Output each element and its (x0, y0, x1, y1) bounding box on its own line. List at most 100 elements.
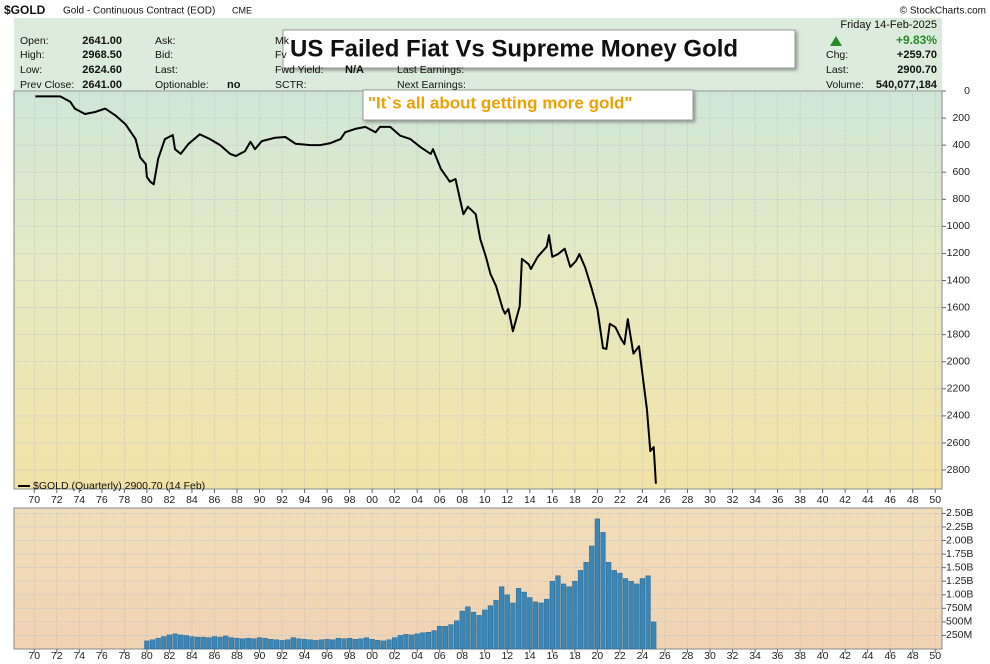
volume-bar (589, 545, 595, 650)
y-tick-label: 250M (946, 629, 972, 641)
x-tick-label: 50 (929, 494, 941, 506)
volume-bar (375, 640, 381, 650)
volume-bar (166, 634, 173, 650)
x-tick-label: 04 (411, 650, 423, 662)
volume-bar (454, 620, 460, 650)
volume-bar (183, 635, 189, 650)
x-tick-label: 28 (682, 650, 694, 662)
field-value: 540,077,184 (876, 79, 938, 91)
volume-bar (414, 633, 420, 650)
volume-bar (369, 639, 375, 650)
volume-bar (194, 636, 201, 650)
volume-bar (268, 639, 274, 650)
volume-bar (161, 636, 167, 650)
x-tick-label: 88 (231, 494, 243, 506)
volume-bar (245, 637, 251, 650)
x-tick-label: 48 (907, 494, 919, 506)
x-tick-label: 36 (772, 650, 784, 662)
x-tick-label: 76 (96, 494, 108, 506)
x-tick-label: 40 (817, 494, 829, 506)
x-tick-label: 46 (884, 494, 896, 506)
volume-bar (240, 638, 246, 650)
x-tick-label: 86 (209, 494, 221, 506)
volume-bar (273, 639, 280, 650)
volume-bar (606, 562, 612, 650)
volume-bar (425, 631, 432, 650)
x-tick-label: 84 (186, 494, 198, 506)
field-value: 2641.00 (82, 35, 122, 47)
volume-bar (307, 639, 313, 650)
y-tick-label: 1200 (947, 247, 971, 259)
symbol: $GOLD (4, 3, 46, 17)
x-tick-label: 34 (749, 494, 761, 506)
volume-bar (223, 635, 229, 650)
y-tick-label: 1.75B (946, 548, 973, 560)
field-label: Last Earnings: (397, 64, 464, 76)
x-tick-label: 70 (28, 494, 40, 506)
volume-bar (251, 638, 257, 650)
volume-bar (403, 634, 409, 650)
x-tick-label: 02 (389, 650, 401, 662)
x-tick-label: 70 (28, 650, 40, 662)
volume-bar (313, 640, 319, 650)
volume-bar (651, 621, 657, 650)
volume-bar (583, 562, 589, 650)
x-tick-label: 98 (344, 494, 356, 506)
x-tick-label: 98 (344, 650, 356, 662)
volume-bar (549, 581, 555, 650)
x-tick-label: 06 (434, 650, 446, 662)
x-tick-label: 84 (186, 650, 198, 662)
x-tick-label: 04 (411, 494, 423, 506)
field-label: Optionable: (155, 79, 209, 91)
x-tick-label: 00 (366, 650, 378, 662)
x-tick-label: 26 (659, 650, 671, 662)
x-tick-label: 90 (254, 494, 266, 506)
x-tick-label: 86 (209, 650, 221, 662)
volume-bar (437, 626, 443, 650)
x-tick-label: 18 (569, 650, 581, 662)
volume-bar (476, 615, 482, 650)
y-tick-label: 200 (952, 112, 970, 124)
x-tick-label: 22 (614, 650, 626, 662)
volume-bar (347, 637, 353, 650)
volume-bar (358, 638, 364, 650)
volume-bar (560, 583, 567, 650)
y-tick-label: 2400 (947, 410, 971, 422)
volume-bar (290, 637, 296, 650)
field-label: Volume: (826, 79, 864, 91)
field-label: Chg: (826, 49, 848, 61)
x-tick-label: 16 (546, 650, 558, 662)
x-tick-label: 26 (659, 494, 671, 506)
x-tick-label: 82 (164, 494, 176, 506)
volume-bar (189, 636, 195, 650)
volume-bar (577, 570, 584, 650)
chart-title: US Failed Fiat Vs Supreme Money Gold (290, 35, 738, 62)
x-tick-label: 72 (51, 650, 63, 662)
volume-bar (566, 586, 572, 650)
volume-bar (392, 637, 398, 650)
x-tick-label: 48 (907, 650, 919, 662)
annotation-box (362, 89, 694, 121)
volume-bar (149, 639, 156, 650)
x-tick-label: 92 (276, 494, 288, 506)
copyright: © StockCharts.com (900, 6, 986, 17)
volume-bar (206, 637, 212, 650)
volume-bar (262, 637, 268, 650)
volume-bar (172, 633, 178, 650)
x-tick-label: 18 (569, 494, 581, 506)
field-label: Fv (275, 49, 287, 61)
volume-bar (482, 609, 488, 650)
y-tick-label: 2.00B (946, 534, 973, 546)
y-tick-label: 2.50B (946, 507, 973, 519)
description: Gold - Continuous Contract (EOD) (63, 6, 215, 17)
x-tick-label: 74 (73, 650, 85, 662)
y-tick-label: 1600 (947, 301, 971, 313)
x-tick-label: 42 (839, 650, 851, 662)
field-value: +259.70 (897, 49, 937, 61)
x-tick-label: 00 (366, 494, 378, 506)
volume-bar (178, 634, 184, 650)
y-tick-label: 1400 (947, 274, 971, 286)
annotation: "It`s all about getting more gold" (368, 93, 633, 112)
volume-bar (487, 605, 493, 650)
